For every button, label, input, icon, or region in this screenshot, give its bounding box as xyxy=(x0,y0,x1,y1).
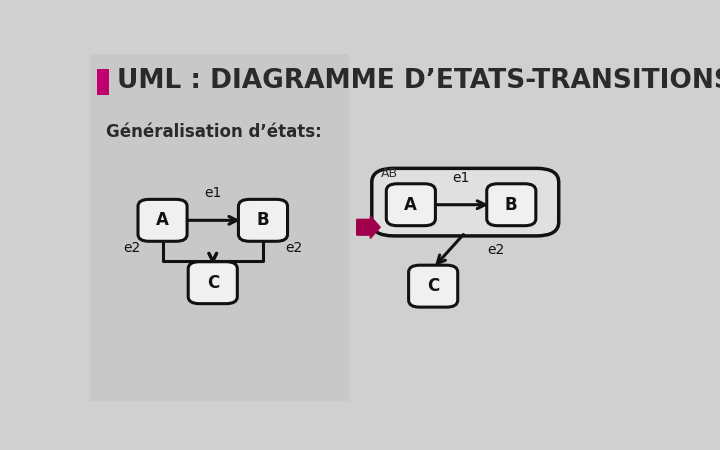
Text: B: B xyxy=(505,196,518,214)
Text: Généralisation d’états:: Généralisation d’états: xyxy=(106,123,321,141)
Text: e2: e2 xyxy=(285,241,302,255)
Text: e2: e2 xyxy=(123,241,140,255)
Text: C: C xyxy=(207,274,219,292)
FancyBboxPatch shape xyxy=(188,262,238,304)
Text: e1: e1 xyxy=(452,171,469,185)
Text: e1: e1 xyxy=(204,186,222,200)
Text: C: C xyxy=(427,277,439,295)
FancyBboxPatch shape xyxy=(409,265,458,307)
FancyBboxPatch shape xyxy=(387,184,436,226)
Polygon shape xyxy=(356,216,380,239)
FancyBboxPatch shape xyxy=(487,184,536,226)
Bar xyxy=(96,69,109,95)
Text: B: B xyxy=(256,212,269,230)
FancyBboxPatch shape xyxy=(372,168,559,236)
FancyBboxPatch shape xyxy=(90,54,349,400)
Text: A: A xyxy=(405,196,418,214)
Text: A: A xyxy=(156,212,169,230)
FancyBboxPatch shape xyxy=(238,199,287,241)
Text: AB: AB xyxy=(382,167,398,180)
FancyBboxPatch shape xyxy=(138,199,187,241)
Text: e2: e2 xyxy=(487,243,505,257)
Text: UML : DIAGRAMME D’ETATS-TRANSITIONS: UML : DIAGRAMME D’ETATS-TRANSITIONS xyxy=(117,68,720,94)
